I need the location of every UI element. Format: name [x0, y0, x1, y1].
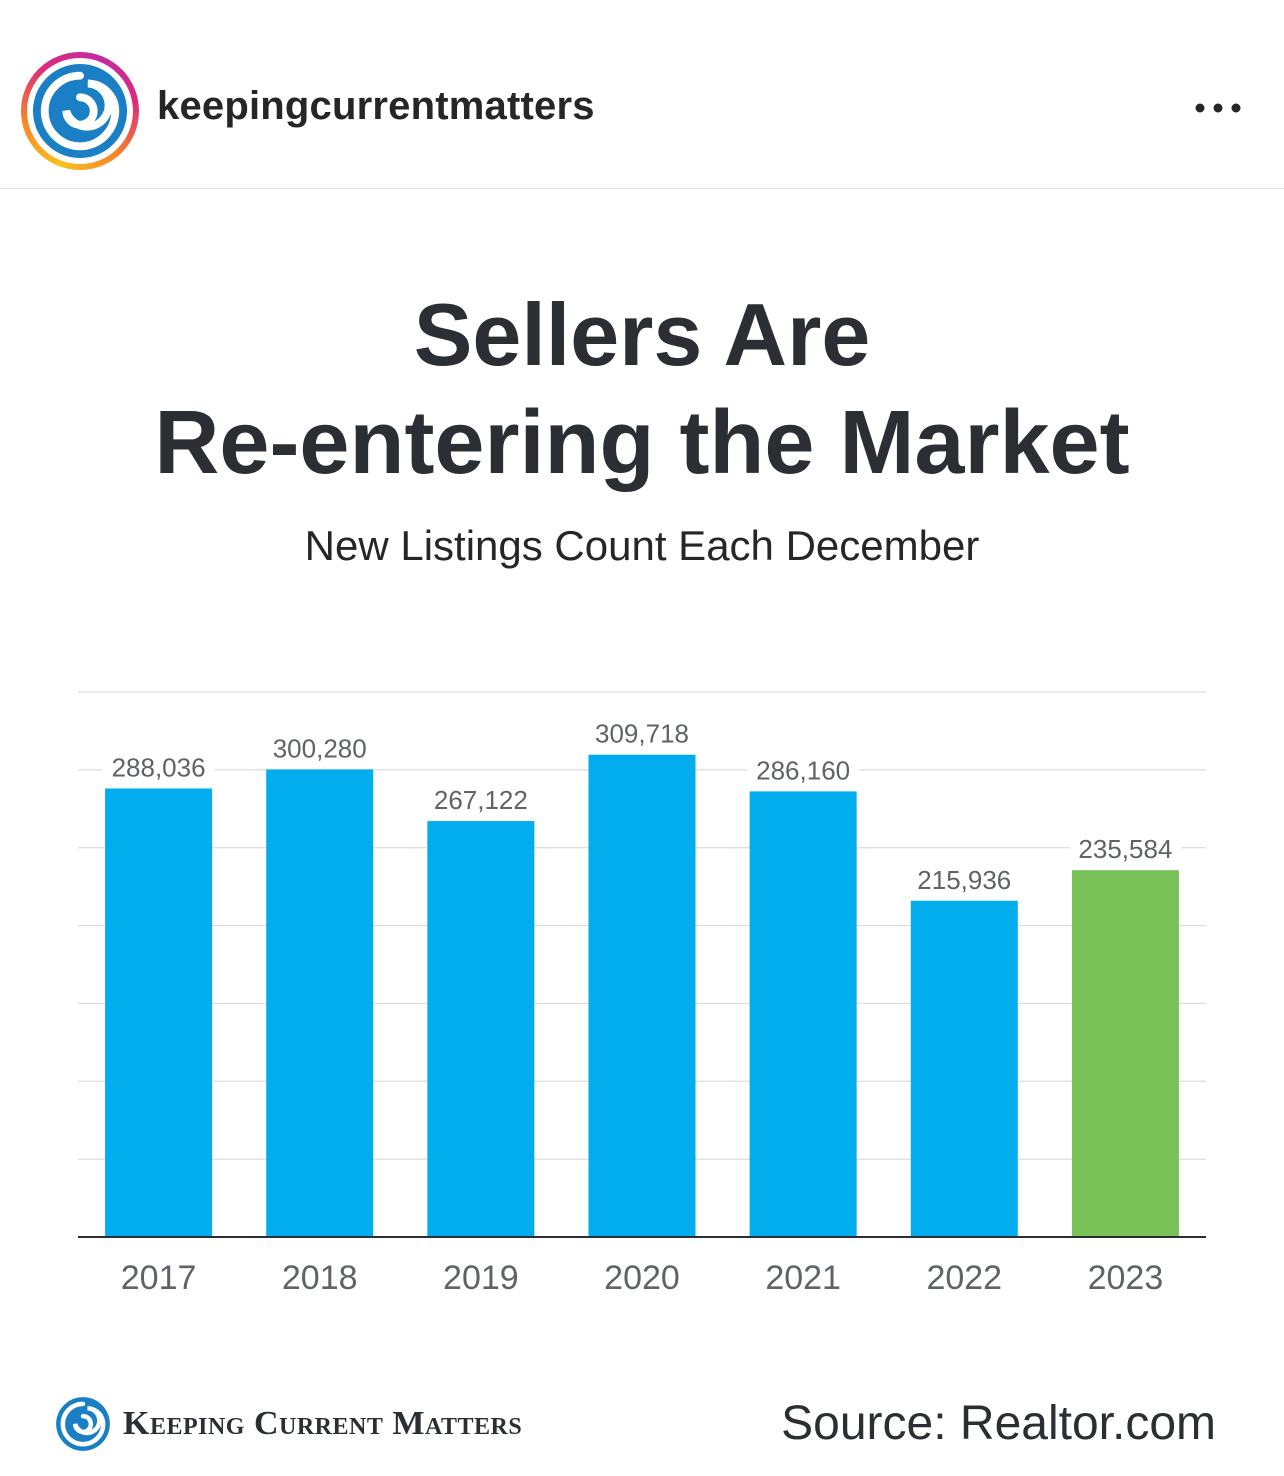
bar-chart: 288,036 2017 300,280 2018 267,122 2019 309,718… [78, 691, 1206, 1297]
data-label-2020: 309,718 [595, 719, 689, 749]
bar-2020 [588, 754, 696, 1237]
x-tick-label-2020: 2020 [604, 1259, 680, 1297]
x-tick-label-2023: 2023 [1088, 1259, 1164, 1297]
data-label-bg [1069, 834, 1182, 865]
x-tick-label-2021: 2021 [765, 1259, 841, 1297]
swirl-logo-icon [56, 1397, 110, 1451]
x-tick-label-2018: 2018 [282, 1259, 358, 1297]
data-label-2017: 288,036 [112, 752, 206, 782]
data-label-2018: 300,280 [273, 733, 367, 763]
bar-2023 [1071, 870, 1179, 1237]
swirl-logo-icon [32, 63, 128, 159]
title-line-2: Re-entering the Market [154, 393, 1130, 493]
chart-subtitle: New Listings Count Each December [304, 522, 980, 569]
bar-2017 [105, 788, 213, 1237]
x-tick-label-2019: 2019 [443, 1259, 519, 1297]
data-label-2023: 235,584 [1078, 834, 1172, 864]
data-label-2022: 215,936 [917, 865, 1011, 895]
x-tick-label-2017: 2017 [121, 1259, 197, 1297]
data-label-bg [908, 864, 1021, 895]
title-line-1: Sellers Are [413, 285, 871, 384]
bar-2018 [266, 769, 374, 1237]
data-label-bg [263, 733, 376, 764]
avatar[interactable] [21, 52, 139, 170]
brand-name: Keeping Current Matters [123, 1405, 523, 1442]
post-header: keepingcurrentmatters [0, 0, 1284, 189]
ellipsis-horizontal-icon [1195, 103, 1241, 113]
brand-logo: Keeping Current Matters [55, 1394, 522, 1454]
bar-2021 [749, 791, 857, 1237]
data-label-2019: 267,122 [434, 785, 528, 815]
data-label-bg [102, 752, 215, 783]
source-credit: Source: Realtor.com [781, 1397, 1216, 1450]
data-label-2021: 286,160 [756, 755, 850, 785]
data-label-bg [586, 718, 698, 749]
more-options-button[interactable] [1188, 86, 1248, 130]
x-tick-label-2022: 2022 [926, 1259, 1002, 1297]
bar-2022 [910, 900, 1018, 1237]
data-label-bg [424, 785, 537, 816]
bar-2019 [427, 821, 535, 1237]
username[interactable]: keepingcurrentmatters [157, 84, 595, 128]
data-label-bg [747, 755, 860, 786]
